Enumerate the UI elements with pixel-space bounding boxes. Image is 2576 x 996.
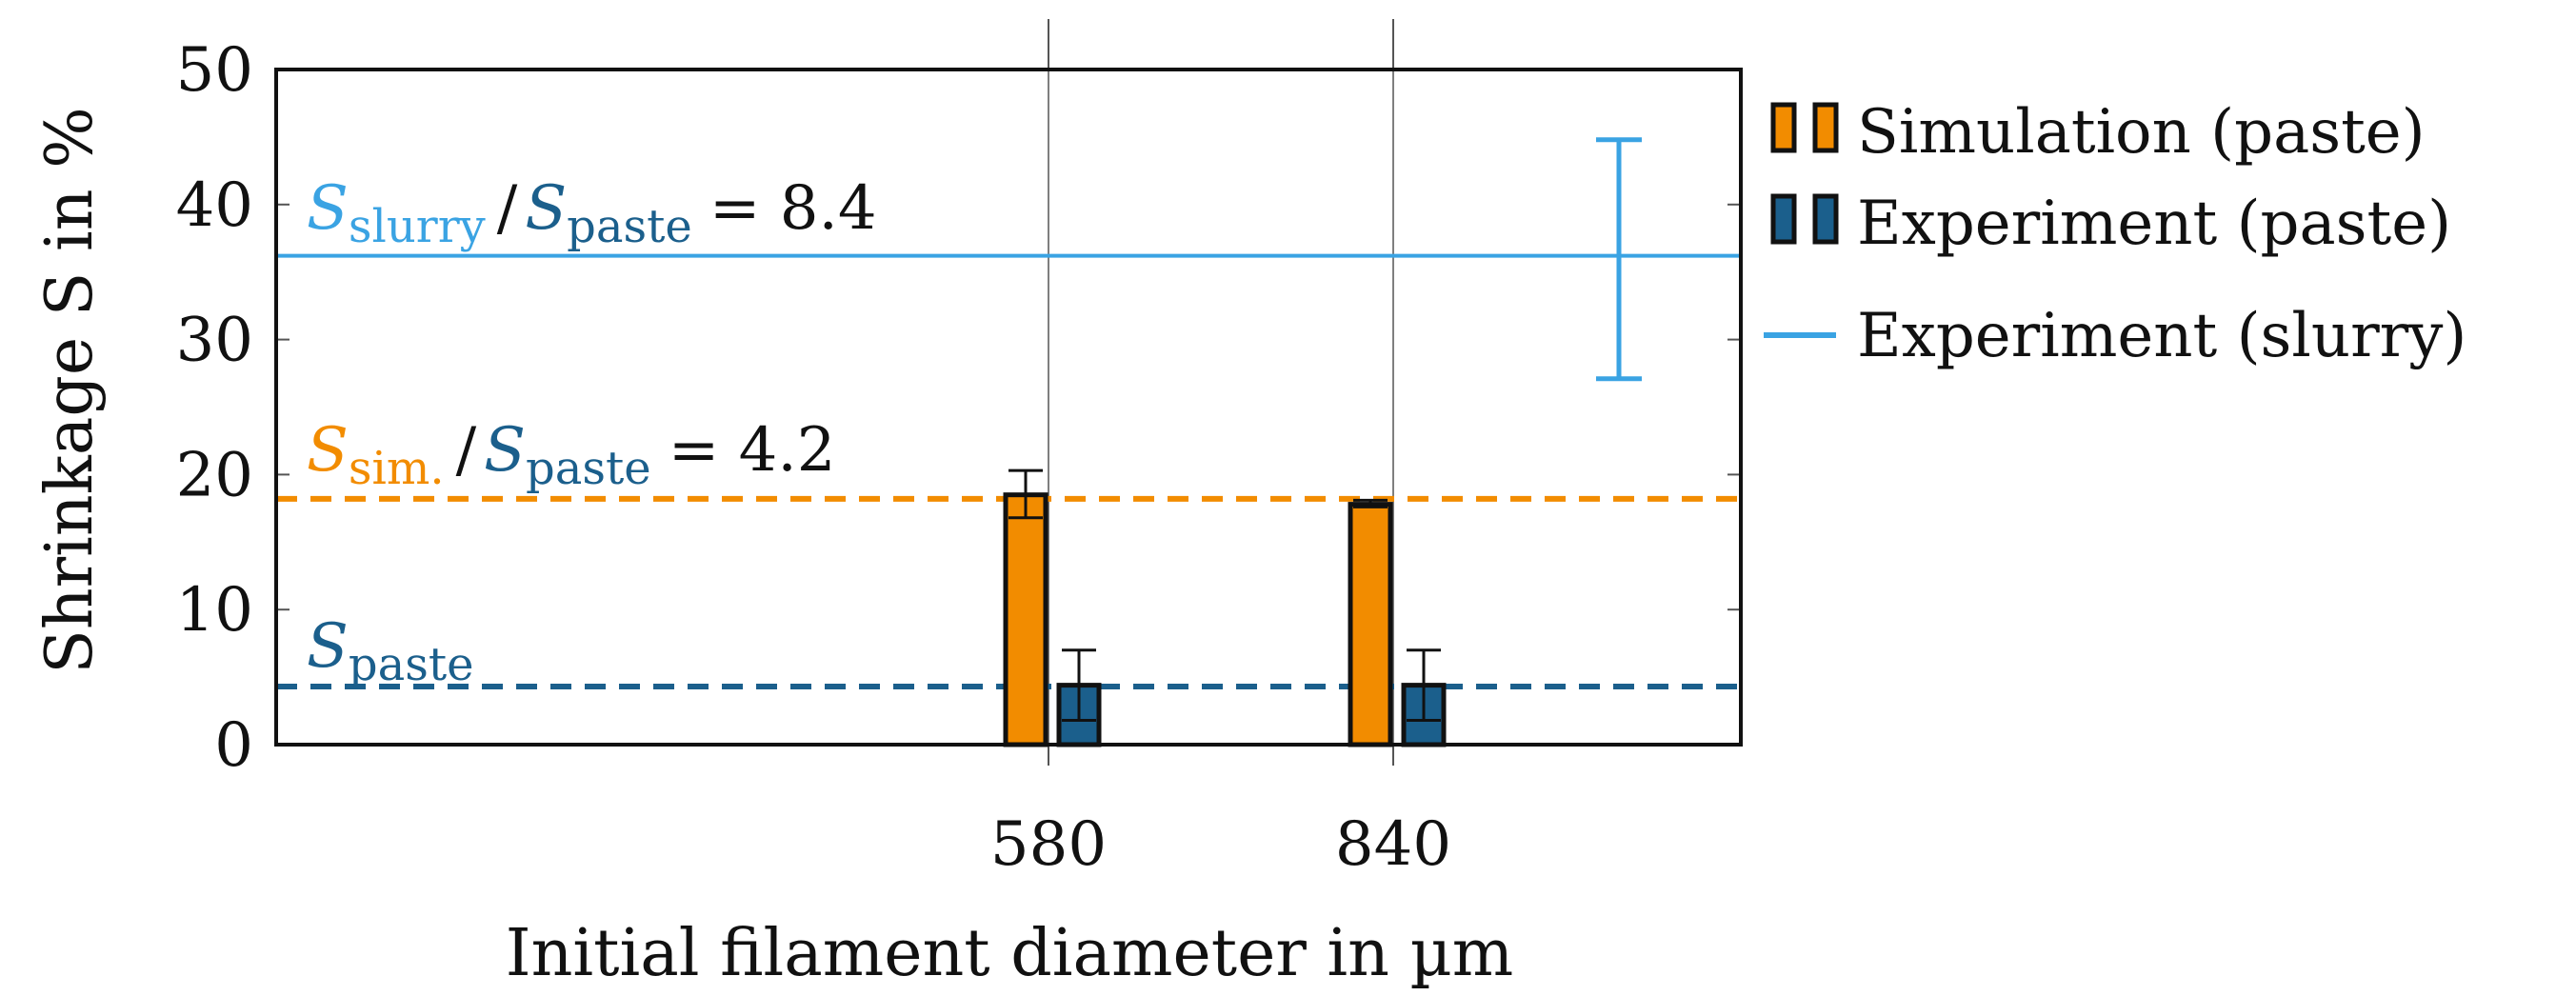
- ratio-sim-value: = 4.2: [669, 415, 836, 486]
- y-tick-label-10: 10: [176, 575, 253, 646]
- y-tick-label-30: 30: [176, 306, 253, 376]
- subscript-paste-3: paste: [349, 638, 474, 691]
- annotations: Sslurry / Spaste = 8.4 Ssim. / Spaste = 4.2 Sp…: [307, 173, 877, 691]
- y-axis-title: Shrinkage S in %: [32, 107, 108, 674]
- legend-label-simulation: Simulation (paste): [1857, 97, 2426, 168]
- plot-area: 580 840 0 10 20 30 40 50: [176, 19, 1743, 880]
- symbol-s-sim: S: [307, 415, 349, 486]
- legend-label-experiment-slurry: Experiment (slurry): [1857, 301, 2466, 371]
- plot-frame: [274, 68, 1743, 747]
- subscript-paste-2: paste: [526, 442, 651, 495]
- legend-swatch-experiment-paste-b: [1812, 193, 1839, 245]
- subscript-paste-1: paste: [567, 200, 692, 253]
- legend-item-experiment-paste: Experiment (paste): [1770, 189, 2451, 259]
- subscript-sim: sim.: [349, 442, 445, 495]
- symbol-s-paste-2: S: [484, 415, 526, 486]
- x-axis-title: Initial filament diameter in µm: [506, 916, 1514, 991]
- y-tick-label-50: 50: [176, 35, 253, 106]
- bar-simulation-580: [1003, 492, 1048, 747]
- slash-slurry: /: [497, 173, 518, 244]
- annotation-slurry-ratio: Sslurry / Spaste = 8.4: [307, 173, 877, 253]
- y-tick-label-20: 20: [176, 440, 253, 510]
- y-tick-label-40: 40: [176, 170, 253, 241]
- legend-swatch-experiment-paste-a: [1770, 193, 1797, 245]
- x-tick-label-580: 580: [990, 809, 1107, 880]
- annotation-sim-ratio: Ssim. / Spaste = 4.2: [307, 415, 835, 495]
- ratio-slurry-value: = 8.4: [709, 173, 877, 244]
- legend-swatch-simulation-a: [1770, 102, 1797, 153]
- subscript-slurry: slurry: [349, 200, 486, 253]
- legend-item-simulation: Simulation (paste): [1770, 97, 2426, 168]
- annotation-paste: Spaste: [307, 611, 474, 691]
- legend-swatch-simulation-b: [1812, 102, 1839, 153]
- legend-item-experiment-slurry: Experiment (slurry): [1764, 301, 2466, 371]
- symbol-s-paste-1: S: [525, 173, 567, 244]
- bar-simulation-840: [1348, 502, 1393, 747]
- y-tick-label-0: 0: [214, 710, 253, 781]
- slash-sim: /: [456, 415, 477, 486]
- symbol-s-paste-3: S: [307, 611, 349, 682]
- legend: Simulation (paste) Experiment (paste) Ex…: [1764, 97, 2466, 371]
- x-tick-label-840: 840: [1335, 809, 1451, 880]
- legend-label-experiment-paste: Experiment (paste): [1857, 189, 2451, 259]
- symbol-s-slurry: S: [307, 173, 349, 244]
